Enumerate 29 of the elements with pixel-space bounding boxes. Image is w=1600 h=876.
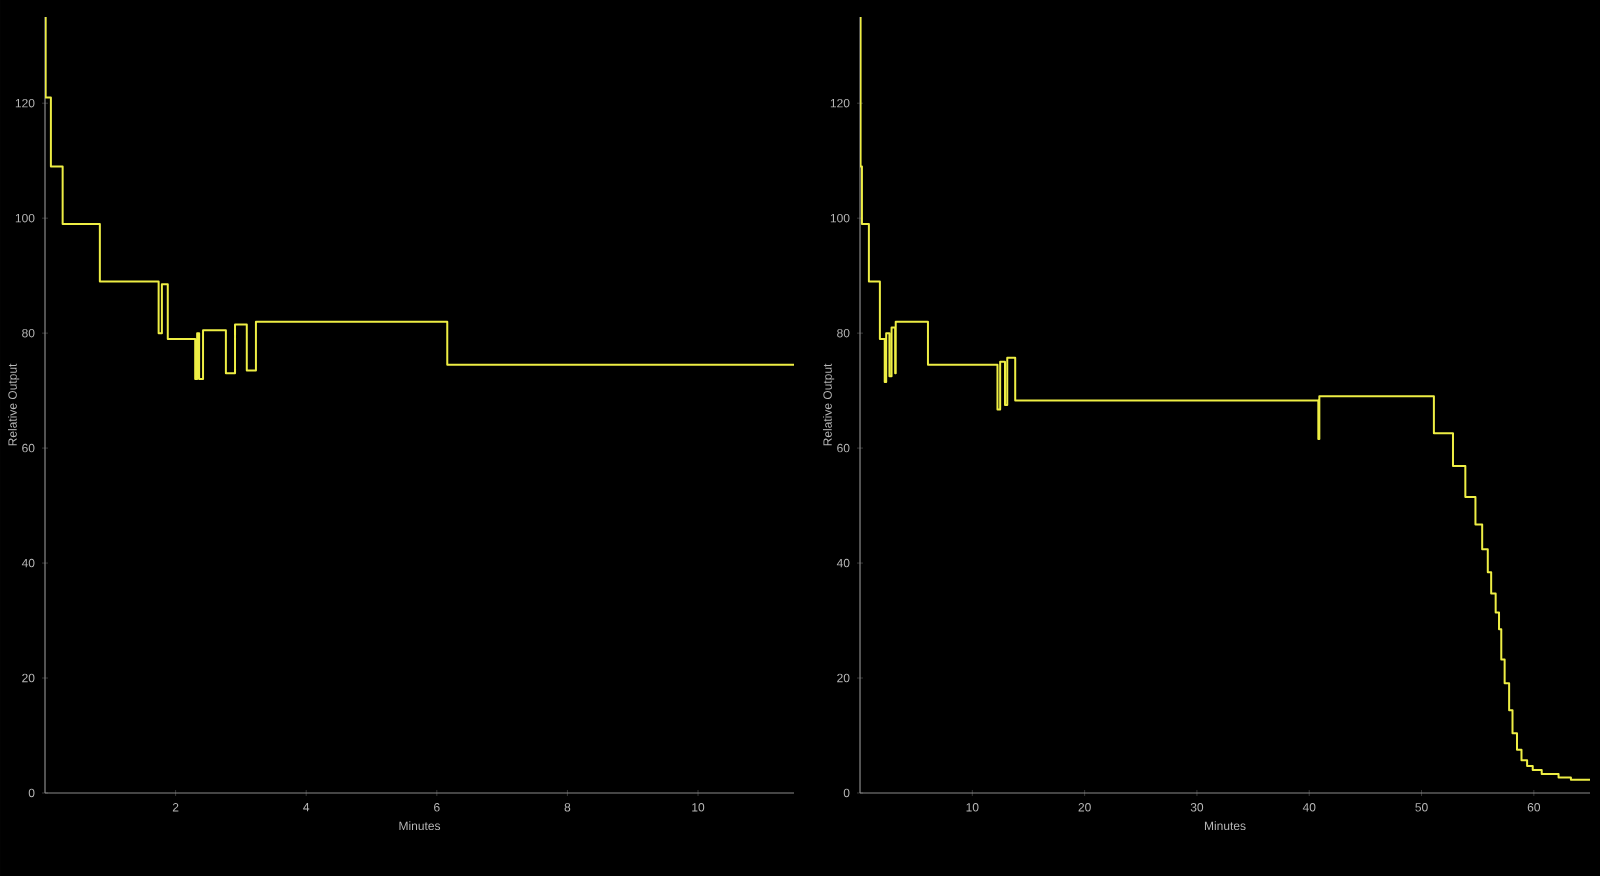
y-tick-label: 60 bbox=[22, 443, 35, 453]
y-tick-label: 120 bbox=[15, 98, 35, 108]
y-tick-label: 100 bbox=[830, 213, 850, 223]
x-tick-label: 2 bbox=[172, 803, 179, 812]
y-axis-title: Relative Output bbox=[7, 363, 20, 446]
x-axis-title: Minutes bbox=[399, 821, 441, 831]
y-tick-label: 80 bbox=[22, 328, 35, 338]
y-tick-label: 0 bbox=[28, 788, 35, 798]
y-tick-label: 0 bbox=[843, 788, 850, 798]
y-tick-label: 40 bbox=[21, 558, 35, 568]
x-tick-label: 50 bbox=[1415, 803, 1428, 812]
y-tick-label: 80 bbox=[837, 328, 850, 338]
x-tick-label: 40 bbox=[1302, 803, 1316, 812]
y-tick-label: 120 bbox=[830, 98, 850, 108]
x-axis-title: Minutes bbox=[1204, 821, 1246, 831]
y-tick-label: 100 bbox=[15, 213, 35, 223]
x-tick-label: 8 bbox=[564, 803, 571, 812]
x-tick-label: 6 bbox=[434, 803, 440, 812]
x-tick-label: 30 bbox=[1190, 803, 1204, 812]
x-tick-label: 10 bbox=[966, 803, 979, 812]
y-tick-label: 20 bbox=[837, 673, 850, 683]
x-tick-label: 4 bbox=[303, 803, 310, 812]
x-tick-label: 10 bbox=[692, 803, 705, 812]
y-axis-title: Relative Output bbox=[822, 363, 835, 446]
y-tick-label: 20 bbox=[22, 673, 35, 683]
x-tick-label: 20 bbox=[1078, 803, 1091, 812]
y-tick-label: 60 bbox=[837, 443, 850, 453]
x-tick-label: 60 bbox=[1527, 803, 1541, 812]
y-tick-label: 40 bbox=[836, 558, 850, 568]
